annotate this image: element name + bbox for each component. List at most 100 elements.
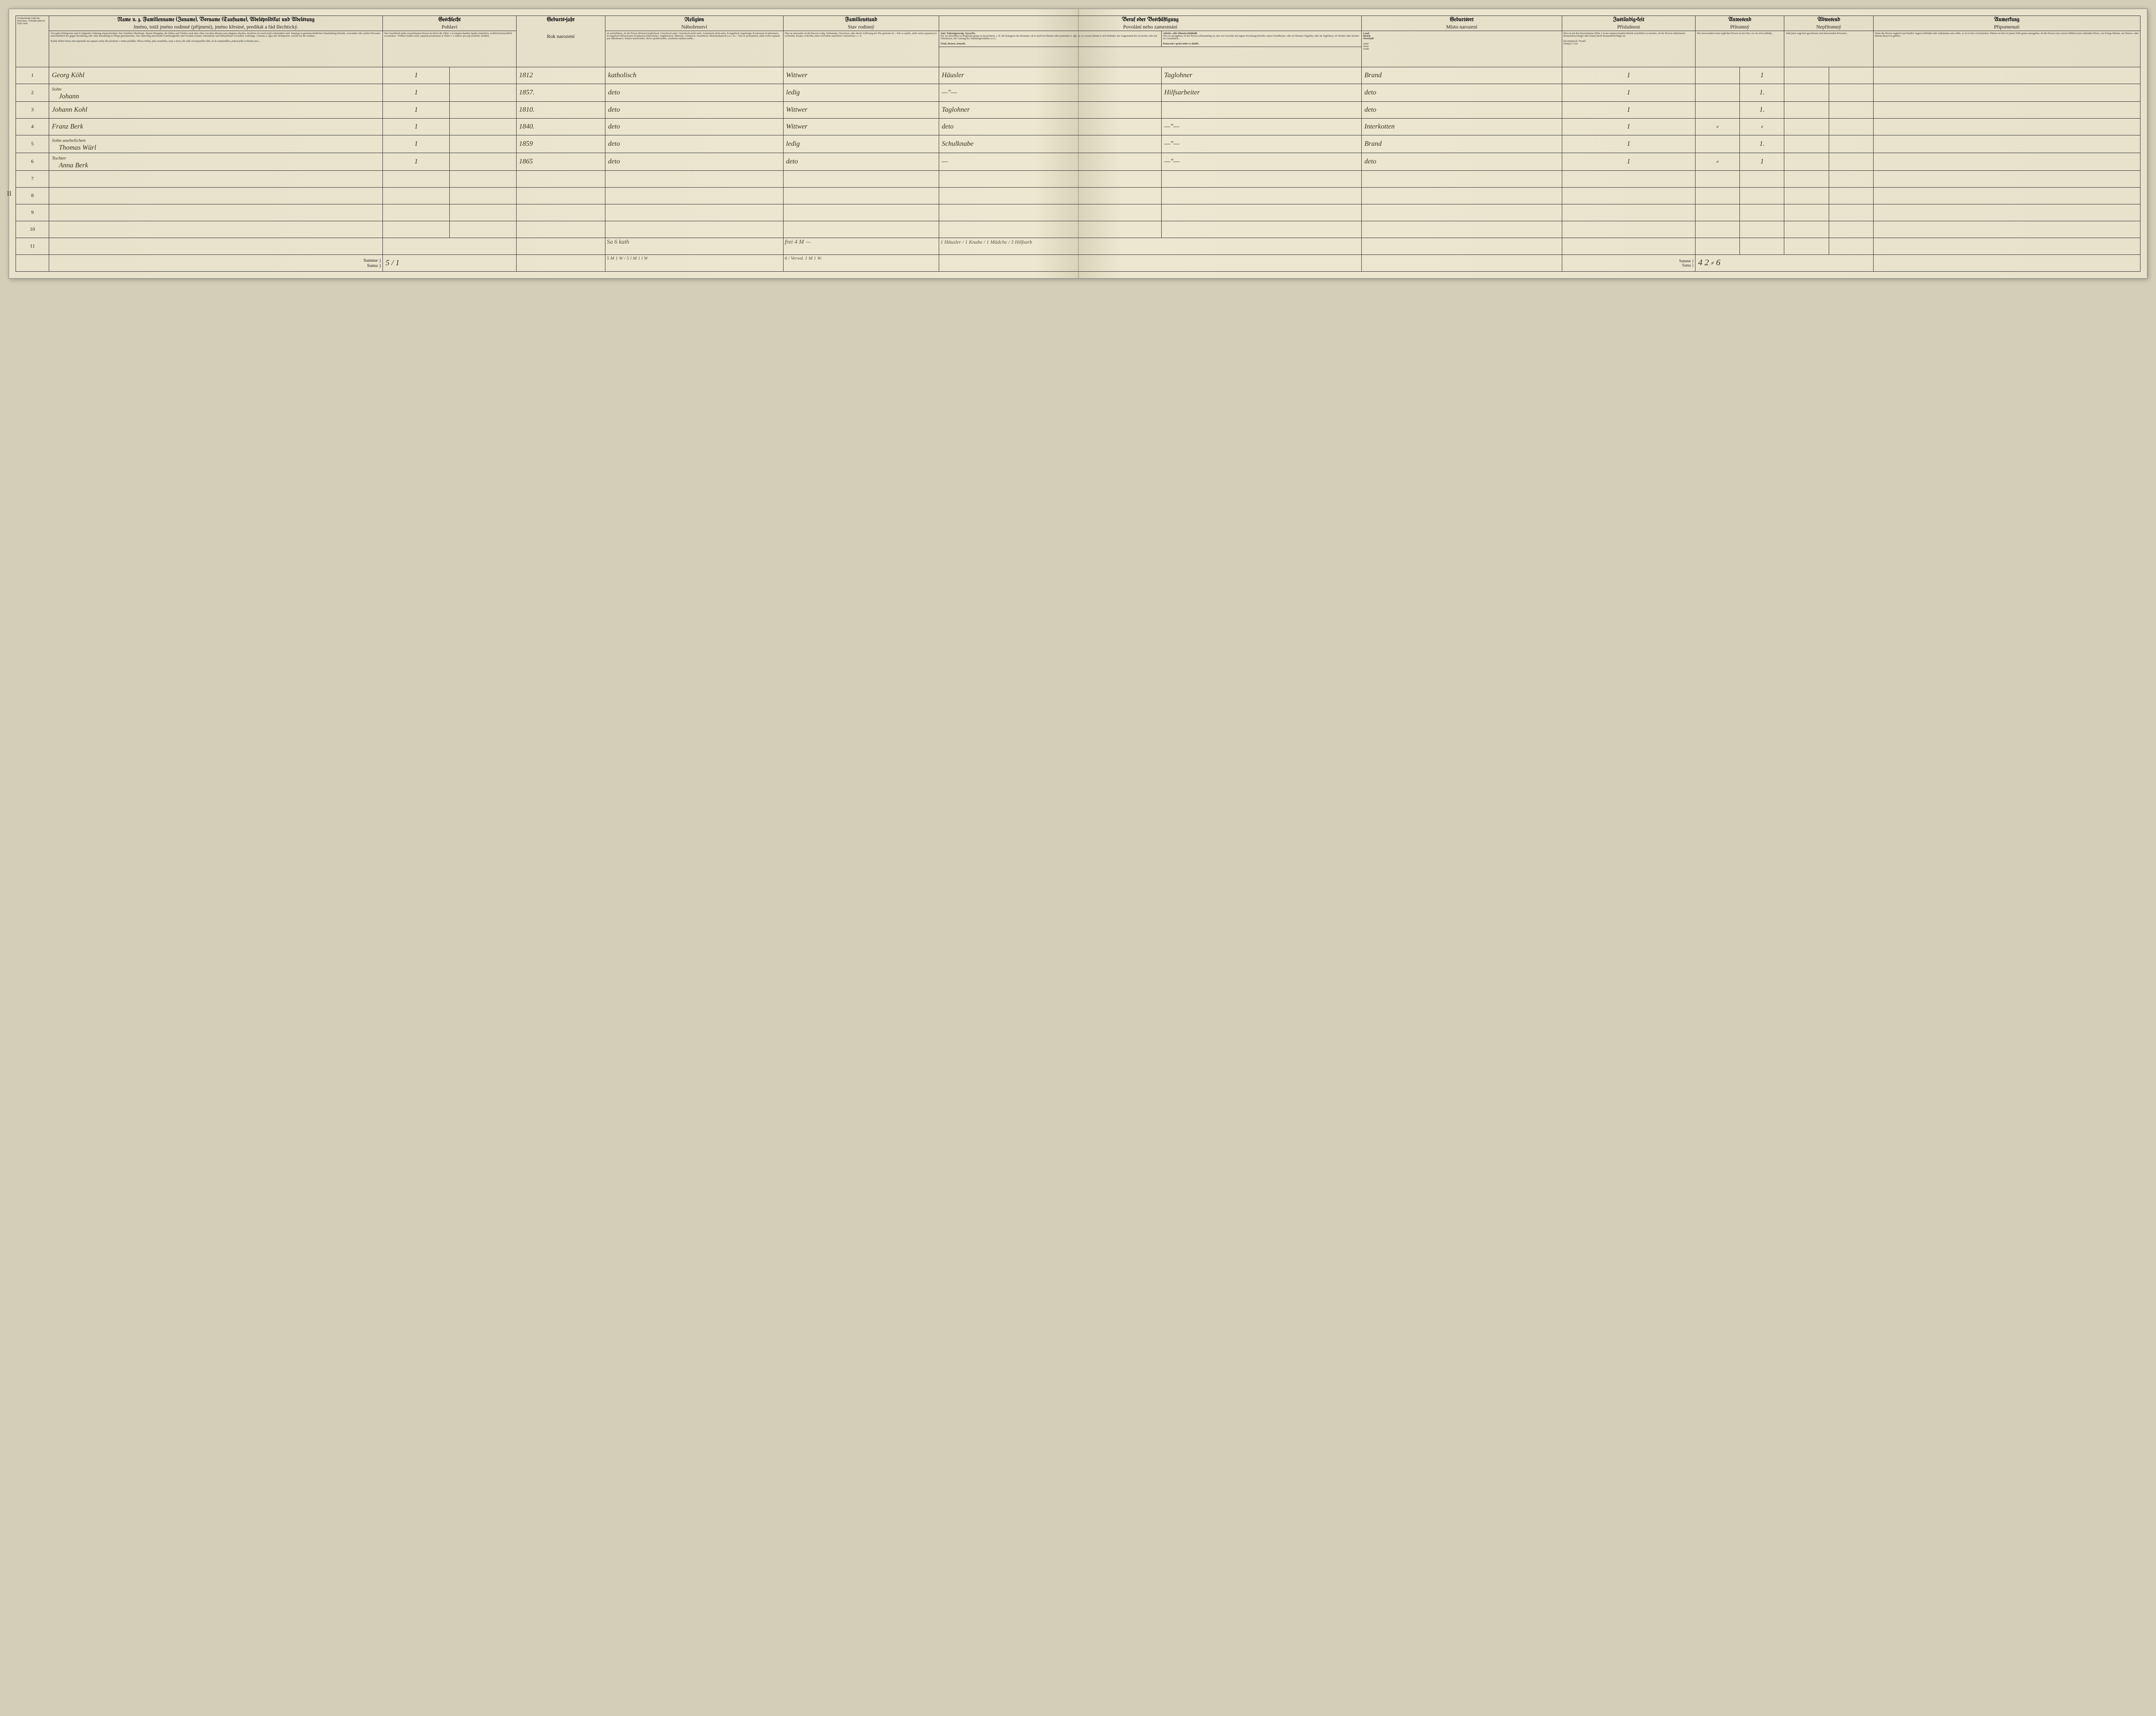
header-present: Anwesend Přítomný [1695,16,1784,31]
cell-absent [1829,153,1873,170]
cell-year [516,187,605,204]
margin-annotation: II [7,190,12,198]
subheader-occ-right: Arbeits- oder Dienstverhältniß. Hier ist… [1161,31,1361,47]
cell-absent [1829,170,1873,187]
cell-occ1: — [939,153,1162,170]
cell-zust2: ⸗ [1695,118,1740,135]
cell-birthplace [1362,221,1562,238]
cell-sex-m [383,221,450,238]
cell-present2 [1784,118,1829,135]
header-note: Anmerkung Připomenutí [1873,16,2140,31]
cell-sex-m: 1 [383,84,450,101]
cell-present2 [1784,135,1829,153]
row-number: 7 [16,170,49,187]
cell-sex-m [383,204,450,221]
cell-name [49,221,383,238]
cell-zust1 [1562,187,1695,204]
fineprint-birth: Land Bezirk Ortschaft země okres osada [1362,31,1562,67]
cell-year: 1812 [516,67,605,84]
cell-zust1: 1 [1562,101,1695,118]
cell-absent [1829,67,1873,84]
cell-zust1 [1562,170,1695,187]
cell-year [516,204,605,221]
cell-sex-f [450,221,517,238]
cell-family [783,170,939,187]
cell-birthplace [1362,204,1562,221]
summe-label: Summe } Suma } [49,254,383,271]
header-family: Familienstand Stav rodinný [783,16,939,31]
row-number: 5 [16,135,49,153]
header-absent: Abwesend Nepřítomný [1784,16,1873,31]
cell-zust1: 1 [1562,84,1695,101]
cell-occ2: —"— [1161,118,1361,135]
cell-absent [1829,135,1873,153]
cell-religion: deto [605,84,783,101]
cell-birthplace [1362,187,1562,204]
cell-zust1: 1 [1562,135,1695,153]
cell-sex-f [450,187,517,204]
header-birthplace: Geburtsort Místo narození [1362,16,1562,31]
fineprint-sex: Das Geschlecht jeder verzeichneten Perso… [383,31,517,67]
cell-zust2: ⸗ [1695,153,1740,170]
cell-name: Johann Kohl [49,101,383,118]
cell-present1: 1 [1740,153,1784,170]
row-number: 4 [16,118,49,135]
cell-sex-m: 1 [383,101,450,118]
header-year: Geburts-jahr Rok narození [516,16,605,67]
cell-religion: katholisch [605,67,783,84]
cell-zust2 [1695,101,1740,118]
row-number: 2 [16,84,49,101]
fineprint-rel: ist aufzuführen, ob die Person Römisch-k… [605,31,783,67]
fineprint-name: Von jeder Wohnpartei sind in folgender O… [49,31,383,67]
cell-sex-f [450,170,517,187]
cell-religion [605,187,783,204]
header-zust: Zuständig-keit Příslušnost [1562,16,1695,31]
cell-occ2: Taglohner [1161,67,1361,84]
cell-present2 [1784,170,1829,187]
fineprint-present: Die Anwesenheit einer jeglichen Person i… [1695,31,1784,67]
cell-present2 [1784,153,1829,170]
cell-occ1 [939,204,1162,221]
cell-occ1: Schulknabe [939,135,1162,153]
cell-zust2 [1695,135,1740,153]
cell-note [1873,118,2140,135]
cell-present2 [1784,84,1829,101]
cell-present1: 1. [1740,135,1784,153]
cell-occ2: Hilfsarbeiter [1161,84,1361,101]
cell-sex-m [383,187,450,204]
cell-family: ledig [783,84,939,101]
cell-note [1873,187,2140,204]
cell-occ1: Häusler [939,67,1162,84]
cell-sex-f [450,84,517,101]
cell-present1 [1740,221,1784,238]
cell-sex-m: 1 [383,135,450,153]
cell-sex-f [450,67,517,84]
cell-year [516,170,605,187]
cell-present2 [1784,187,1829,204]
cell-birthplace: deto [1362,84,1562,101]
header-sex: Geschlecht Pohlaví [383,16,517,31]
cell-sex-f [450,118,517,135]
cell-year: 1810. [516,101,605,118]
row-number: 10 [16,221,49,238]
cell-family: ledig [783,135,939,153]
cell-present1 [1740,187,1784,204]
cell-occ1 [939,187,1162,204]
row-number: 8 [16,187,49,204]
row-number: 9 [16,204,49,221]
cell-occ2 [1161,170,1361,187]
fineprint-occ-bottom [939,47,1362,67]
cell-zust2 [1695,84,1740,101]
cell-zust1: 1 [1562,67,1695,84]
header-religion: Religion Náboženství [605,16,783,31]
cell-absent [1829,187,1873,204]
cell-present2 [1784,204,1829,221]
cell-note [1873,84,2140,101]
cell-sex-m: 1 [383,67,450,84]
cell-sex-m: 1 [383,118,450,135]
cell-year: 1859 [516,135,605,153]
cell-occ1 [939,221,1162,238]
cell-occ1: deto [939,118,1162,135]
cell-occ2: —"— [1161,153,1361,170]
cell-zust2 [1695,67,1740,84]
